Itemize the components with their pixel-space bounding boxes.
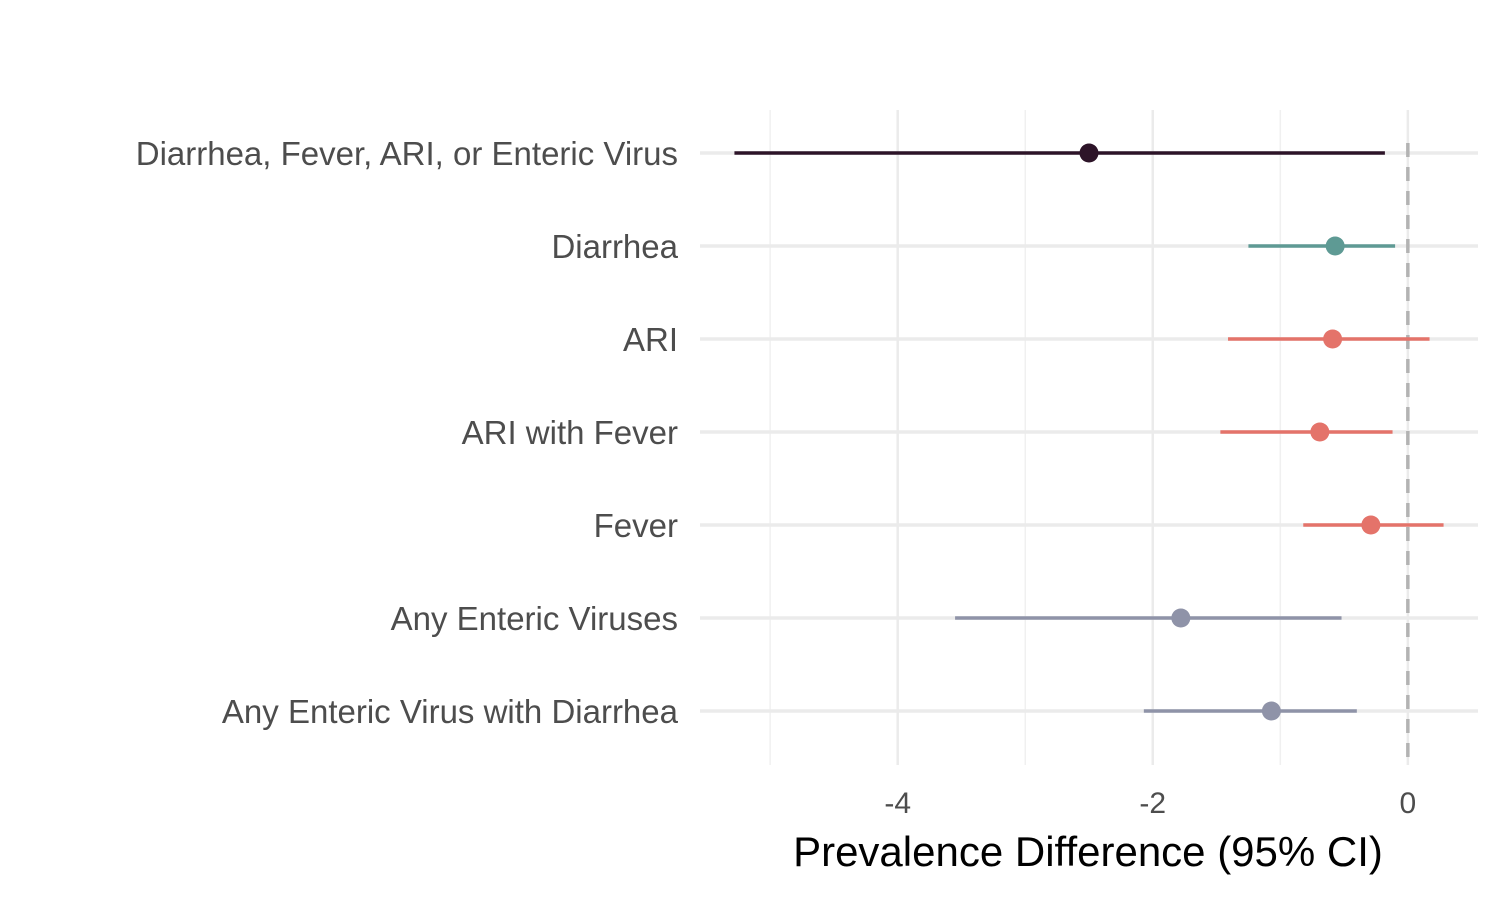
category-label: Diarrhea xyxy=(551,228,678,265)
point-layer xyxy=(1079,143,1381,721)
point-estimate xyxy=(1310,422,1330,442)
point-estimate xyxy=(1261,701,1281,721)
point-estimate xyxy=(1325,236,1345,256)
category-label: ARI xyxy=(623,321,678,358)
grid-layer xyxy=(700,110,1478,765)
category-labels: Diarrhea, Fever, ARI, or Enteric Virus Di… xyxy=(136,135,679,730)
category-label: Diarrhea, Fever, ARI, or Enteric Virus xyxy=(136,135,678,172)
category-label: Any Enteric Viruses xyxy=(391,600,678,637)
point-estimate xyxy=(1079,143,1099,163)
x-tick-label: -4 xyxy=(884,787,911,820)
category-label: Any Enteric Virus with Diarrhea xyxy=(222,693,679,730)
x-tick-labels: -4 -2 0 xyxy=(884,787,1416,820)
point-estimate xyxy=(1171,608,1191,628)
x-axis-title: Prevalence Difference (95% CI) xyxy=(793,828,1383,875)
point-estimate xyxy=(1361,515,1381,535)
x-tick-label: -2 xyxy=(1139,787,1166,820)
x-tick-label: 0 xyxy=(1400,787,1417,820)
category-label: Fever xyxy=(594,507,678,544)
category-label: ARI with Fever xyxy=(462,414,678,451)
point-estimate xyxy=(1323,329,1343,349)
ci-layer xyxy=(734,151,1444,713)
